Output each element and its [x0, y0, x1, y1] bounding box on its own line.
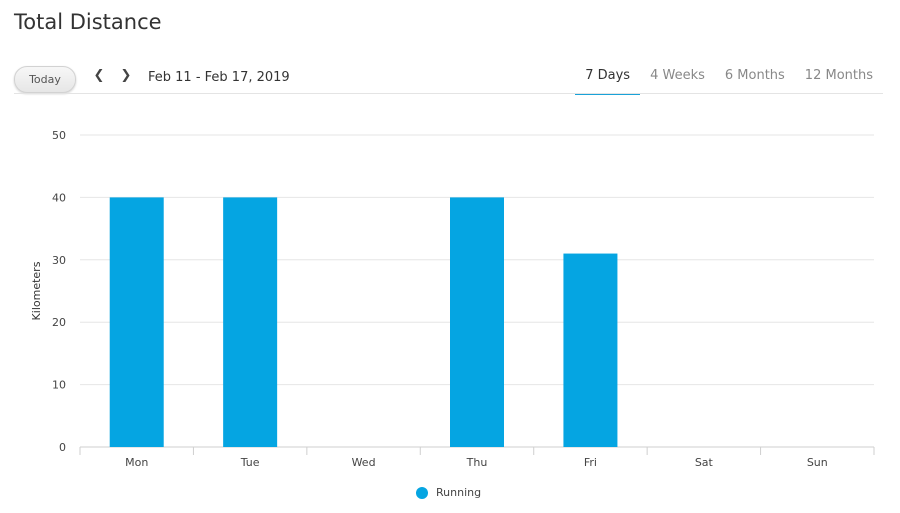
- today-button[interactable]: Today: [14, 66, 76, 93]
- tab-7-days[interactable]: 7 Days: [575, 68, 641, 95]
- y-tick-label: 0: [59, 441, 66, 454]
- legend-swatch-running[interactable]: [416, 486, 428, 499]
- bar-running-fri[interactable]: [563, 253, 618, 447]
- y-axis-label: Kilometers: [30, 261, 43, 320]
- x-tick-label: Thu: [466, 456, 488, 469]
- period-tabs: 7 Days 4 Weeks 6 Months 12 Months: [575, 68, 883, 95]
- legend: Running: [416, 486, 481, 499]
- bar-running-thu[interactable]: [450, 197, 504, 447]
- chevron-right-icon[interactable]: ❯: [120, 68, 132, 83]
- y-tick-label: 50: [52, 129, 66, 142]
- chart-title: Total Distance: [14, 10, 162, 34]
- x-tick-label: Sun: [807, 456, 828, 469]
- bar-chart: 0 10 20 30 40 50 Kilometers Mon Tue Wed Thu Fri Sat S…: [30, 129, 875, 469]
- bar-running-mon[interactable]: [109, 197, 164, 447]
- x-tick-label: Fri: [584, 456, 597, 469]
- bar-running-tue[interactable]: [223, 197, 278, 447]
- tab-12-months[interactable]: 12 Months: [804, 68, 873, 83]
- tab-4-weeks[interactable]: 4 Weeks: [650, 68, 705, 83]
- date-range: Feb 11 - Feb 17, 2019: [148, 70, 290, 85]
- y-tick-label: 30: [52, 254, 66, 267]
- x-tick-label: Tue: [240, 456, 260, 469]
- y-tick-label: 10: [52, 379, 66, 392]
- y-tick-label: 40: [52, 191, 66, 204]
- header-divider: [14, 93, 883, 94]
- y-tick-label: 20: [52, 316, 66, 329]
- x-tick-label: Mon: [125, 456, 148, 469]
- x-tick-label: Sat: [695, 456, 714, 469]
- chevron-left-icon[interactable]: ❮: [93, 68, 105, 83]
- tab-6-months[interactable]: 6 Months: [724, 68, 785, 83]
- x-tick-label: Wed: [352, 456, 376, 469]
- legend-label-running[interactable]: Running: [436, 486, 482, 499]
